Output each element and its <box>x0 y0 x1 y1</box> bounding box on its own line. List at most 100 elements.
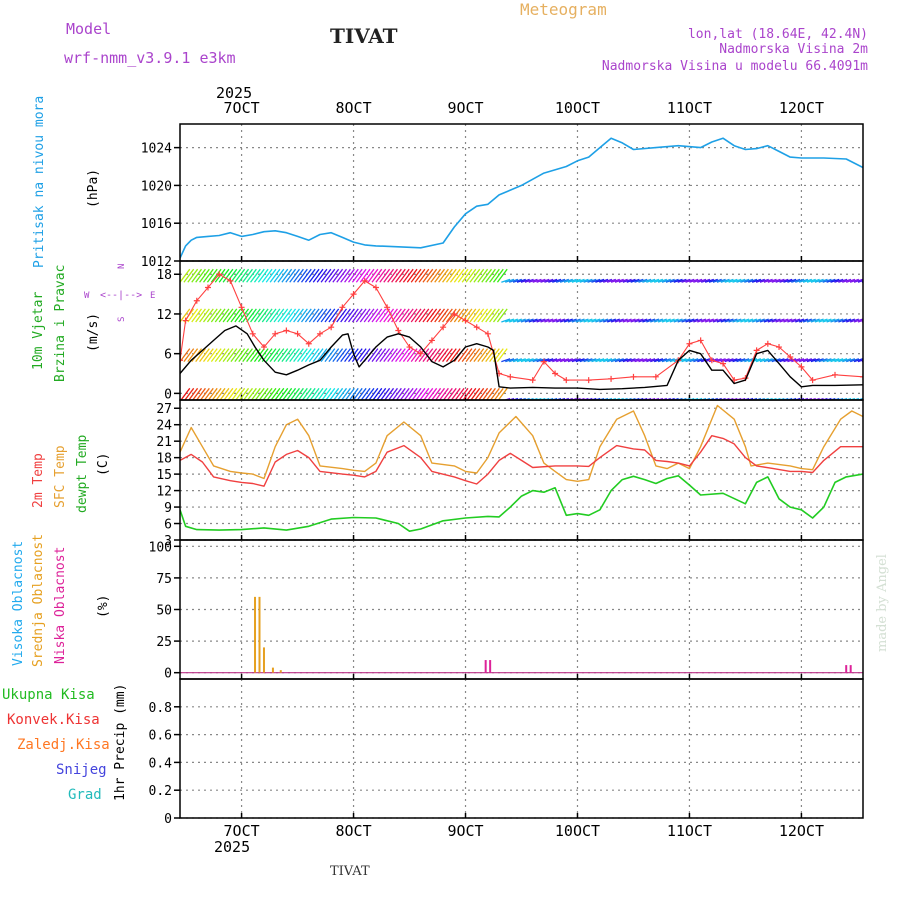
gust-marker <box>473 324 480 331</box>
wind-barb <box>379 348 391 363</box>
wind-barb <box>184 387 195 400</box>
model-elevation-label: Nadmorska Visina u modelu 66.4091m <box>602 59 868 74</box>
wind-barb <box>254 387 265 400</box>
wind-barb <box>650 278 660 283</box>
wind-barb <box>492 268 504 283</box>
wind-barb <box>269 348 281 363</box>
wind-barb <box>352 387 363 400</box>
gust-marker <box>563 377 570 384</box>
wind-gust-line <box>180 273 863 381</box>
wind-barb <box>406 308 418 323</box>
gust-marker <box>180 357 183 364</box>
gust-marker <box>350 291 357 298</box>
wind-barb <box>606 318 617 323</box>
gust-marker <box>316 330 323 337</box>
wind-barb <box>830 358 840 363</box>
wind-barb <box>316 308 328 323</box>
wind-barb <box>489 308 500 323</box>
wind-barb <box>508 278 519 283</box>
wind-barb <box>274 387 285 400</box>
wind-barb <box>202 348 214 363</box>
wind-barb <box>430 268 442 283</box>
wind-barb <box>270 387 281 400</box>
wind-barb <box>434 348 446 363</box>
wind-barb <box>481 268 493 283</box>
wind-barb <box>332 268 344 283</box>
wind-barb <box>622 318 632 323</box>
precip-legend-frz: Zaledj.Kisa <box>17 737 110 753</box>
wind-barb <box>380 387 391 400</box>
wind-barb <box>191 308 203 323</box>
wind-barb <box>763 358 773 363</box>
wind-barb <box>587 318 597 323</box>
wind-barb <box>445 268 457 283</box>
wind-barb <box>716 358 726 363</box>
wind-barb <box>367 268 379 283</box>
wind-barb <box>493 387 504 400</box>
wind-barb <box>610 278 620 283</box>
wind-barb <box>677 358 687 363</box>
wind-barb <box>269 268 281 283</box>
wind-barb <box>289 387 301 400</box>
wind-barb <box>239 387 250 400</box>
wind-barb <box>297 348 308 363</box>
gust-marker <box>529 377 536 384</box>
wind-barb <box>630 278 640 283</box>
wind-barb <box>591 358 601 363</box>
wind-barb <box>606 358 617 363</box>
wind-barb <box>740 358 750 363</box>
wind-barb <box>485 268 496 283</box>
wind-barb <box>438 387 449 400</box>
wind-barb <box>410 308 422 323</box>
wind-barb <box>285 348 297 363</box>
wind-barb <box>642 278 652 283</box>
ytick-label-pressure-1024: 1024 <box>141 142 172 157</box>
wind-barb <box>340 348 351 363</box>
wind-barb <box>336 308 348 323</box>
wind-barb <box>728 318 738 323</box>
wind-barb <box>418 348 430 363</box>
ytick-label-precip-0: 0 <box>164 812 172 827</box>
wind-barb <box>250 268 261 283</box>
gust-marker <box>462 317 469 324</box>
wind-barb <box>391 268 402 283</box>
wind-barb <box>657 278 668 283</box>
wind-barb <box>508 358 519 363</box>
wind-barb <box>614 358 624 363</box>
wind-barb <box>375 348 387 363</box>
wind-barb <box>787 278 797 283</box>
wind-barb <box>316 268 328 283</box>
wind-barb <box>332 348 344 363</box>
wind-barb <box>355 348 367 363</box>
top-tick-label-9OCT: 9OCT <box>447 99 483 117</box>
wind-barb <box>575 318 585 323</box>
wind-barb <box>751 278 762 283</box>
wind-barb <box>438 308 449 323</box>
wind-barb <box>351 308 363 323</box>
wind-barb <box>567 278 577 283</box>
coords-label: lon,lat (18.64E, 42.4N) <box>688 27 868 42</box>
cloud-panel: 0 25 50 75 100 <box>149 539 864 682</box>
wind-barb <box>748 318 758 323</box>
wind-barb <box>516 278 526 283</box>
wind-barb <box>418 268 430 283</box>
ytick-label-cloud-25: 25 <box>156 635 172 650</box>
gust-marker <box>372 284 379 291</box>
gust-marker <box>193 297 200 304</box>
ytick-label-cloud-75: 75 <box>156 572 172 587</box>
wind-barb <box>579 358 589 363</box>
wind-barb <box>423 387 434 400</box>
wind-barb <box>556 358 566 363</box>
wind-barb <box>286 387 297 400</box>
wind-barb <box>418 308 430 323</box>
wind-barb <box>802 318 813 323</box>
wind-barb <box>183 348 195 363</box>
wind-barb <box>689 318 699 323</box>
wind-barb <box>195 268 206 283</box>
top-tick-label-11OCT: 11OCT <box>667 99 712 117</box>
wind-barb <box>791 358 801 363</box>
gust-marker <box>776 344 783 351</box>
wind-barb <box>442 348 453 363</box>
wind-barb <box>422 348 434 363</box>
